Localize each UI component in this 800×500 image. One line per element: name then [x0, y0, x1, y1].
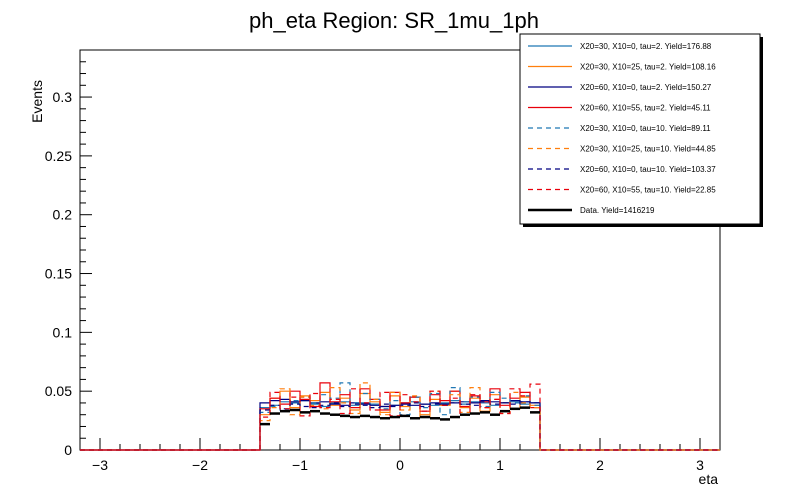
chart-title: ph_eta Region: SR_1mu_1ph: [249, 8, 539, 33]
x-tick-label: −2: [192, 457, 208, 473]
legend-label: Data. Yield=1416219: [580, 206, 655, 215]
x-tick-label: −3: [92, 457, 108, 473]
y-tick-label: 0.25: [45, 148, 72, 164]
legend-label: X20=30, X10=0, tau=2. Yield=176.88: [580, 42, 712, 51]
x-axis: −3 −2 −1 0 1 2 3: [79, 438, 721, 473]
y-tick-label: 0.15: [45, 266, 72, 282]
x-tick-label: 2: [596, 457, 604, 473]
legend-label: X20=60, X10=0, tau=2. Yield=150.27: [580, 83, 712, 92]
y-axis-label: Events: [29, 80, 45, 123]
y-axis: 0 0.05 0.1 0.15 0.2 0.25 0.3: [45, 49, 92, 458]
y-tick-label: 0.2: [53, 207, 73, 223]
legend-label: X20=60, X10=55, tau=10. Yield=22.85: [580, 186, 716, 195]
series-layer: [80, 382, 720, 451]
legend-box: [519, 33, 761, 225]
y-tick-label: 0.05: [45, 383, 72, 399]
y-tick-label: 0.3: [53, 89, 73, 105]
x-axis-label: eta: [699, 471, 719, 487]
legend-label: X20=30, X10=25, tau=2. Yield=108.16: [580, 63, 716, 72]
y-tick-label: 0.1: [53, 324, 73, 340]
legend-label: X20=60, X10=0, tau=10. Yield=103.37: [580, 165, 716, 174]
legend: X20=30, X10=0, tau=2. Yield=176.88 X20=30…: [519, 33, 763, 227]
legend-label: X20=30, X10=25, tau=10. Yield=44.85: [580, 145, 716, 154]
legend-entries: X20=30, X10=0, tau=2. Yield=176.88 X20=30…: [528, 42, 716, 215]
legend-label: X20=60, X10=55, tau=2. Yield=45.11: [580, 104, 711, 113]
x-tick-label: 1: [496, 457, 504, 473]
x-tick-label: 0: [396, 457, 404, 473]
x-tick-label: −1: [292, 457, 308, 473]
y-tick-label: 0: [64, 442, 72, 458]
legend-label: X20=30, X10=0, tau=10. Yield=89.11: [580, 124, 711, 133]
x-tick-label: 3: [696, 457, 704, 473]
series-line-7: [80, 383, 720, 451]
series-data: [260, 406, 540, 426]
